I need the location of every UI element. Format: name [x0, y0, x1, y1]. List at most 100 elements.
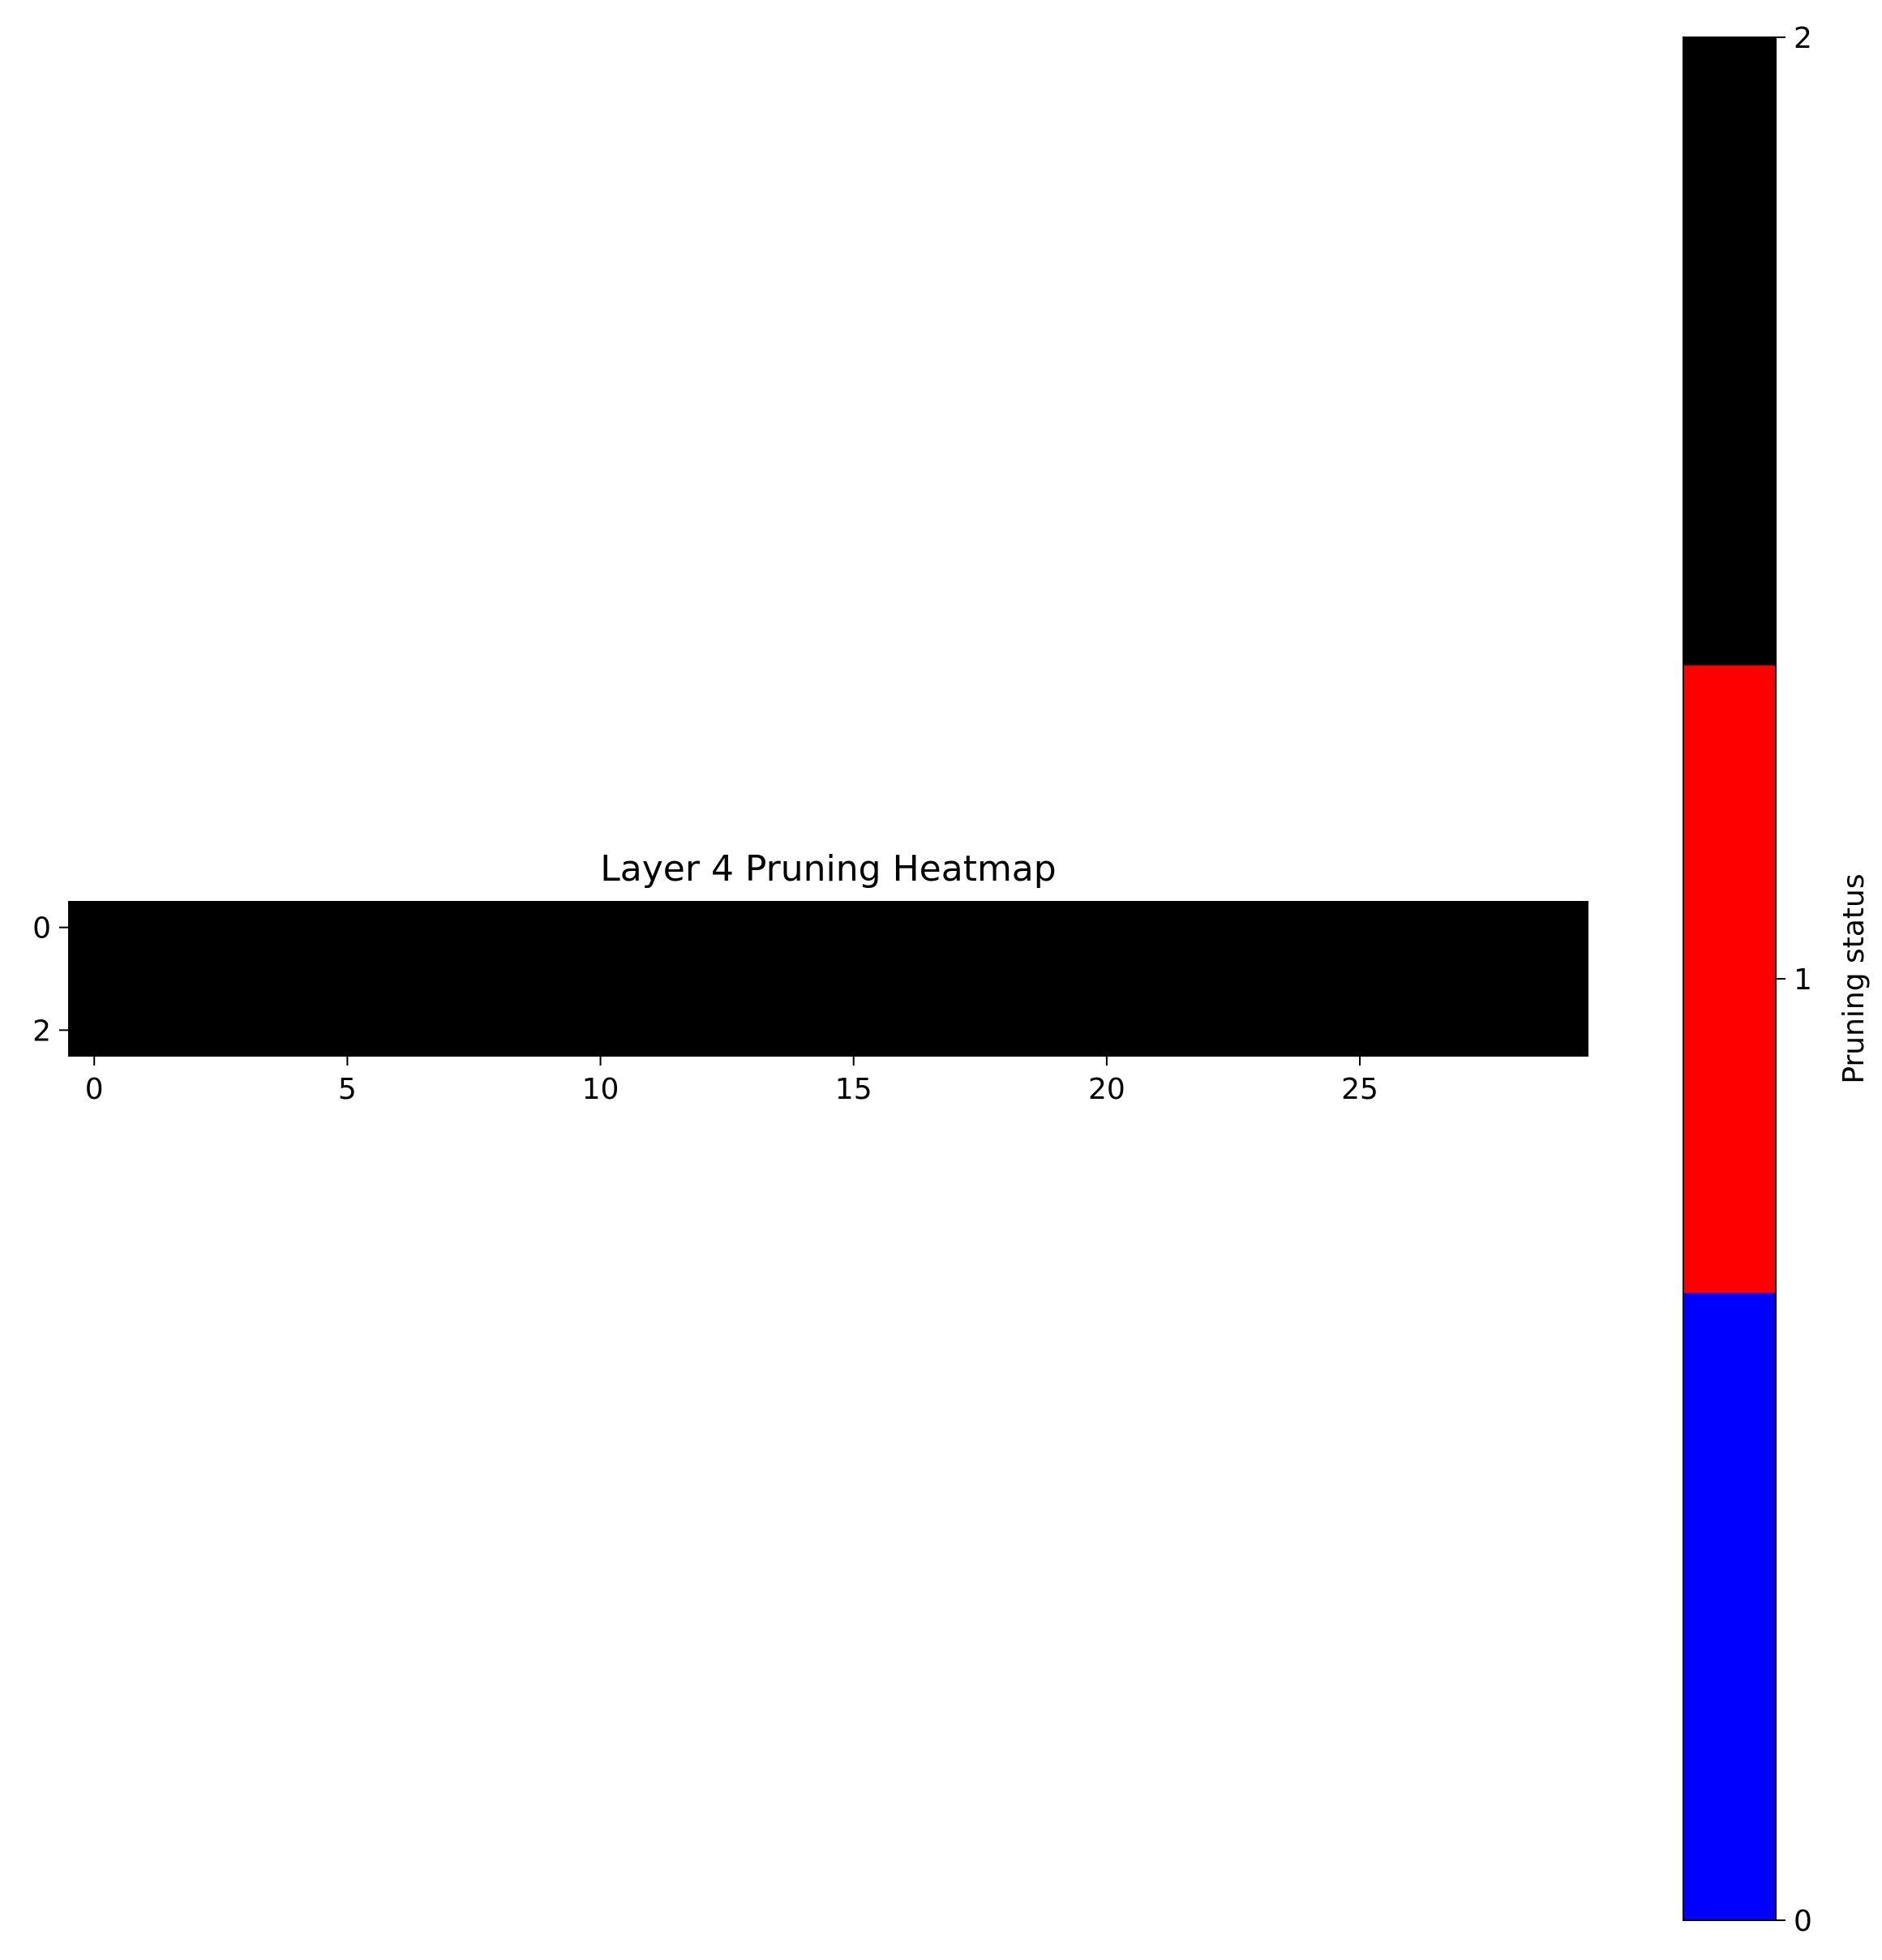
heatmap-cell: [1284, 1004, 1335, 1057]
heatmap-cell: [778, 1004, 830, 1057]
x-tick-label: 15: [835, 1073, 872, 1106]
heatmap-cell: [1132, 902, 1184, 954]
heatmap-cell: [1486, 902, 1538, 954]
heatmap-cell: [1284, 902, 1335, 954]
heatmap-cell: [1486, 953, 1538, 1006]
heatmap-cell: [474, 1004, 525, 1057]
heatmap-cell: [372, 1004, 424, 1057]
heatmap-cell: [1537, 1004, 1588, 1057]
heatmap-cell: [1334, 1004, 1386, 1057]
heatmap-cell: [372, 902, 424, 954]
heatmap-cell: [980, 953, 1031, 1006]
heatmap-cell: [625, 902, 677, 954]
heatmap-cell: [1031, 902, 1082, 954]
heatmap-cell: [1537, 902, 1588, 954]
heatmap-cell: [69, 902, 121, 954]
x-tick-label: 20: [1088, 1073, 1125, 1106]
heatmap-cell: [1233, 902, 1284, 954]
heatmap-cell: [524, 1004, 576, 1057]
heatmap-cell: [1233, 1004, 1284, 1057]
heatmap-cell: [69, 953, 121, 1006]
heatmap-cell: [676, 902, 728, 954]
x-tick-label: 0: [85, 1073, 104, 1106]
heatmap-cell: [271, 902, 323, 954]
colorbar-band: [1683, 1293, 1776, 1921]
heatmap-cell: [1284, 953, 1335, 1006]
colorbar-band: [1683, 665, 1776, 1293]
chart-title: Layer 4 Pruning Heatmap: [600, 848, 1056, 890]
heatmap-cell: [778, 902, 830, 954]
heatmap-cell: [929, 953, 981, 1006]
heatmap-cell: [676, 1004, 728, 1057]
heatmap-cell: [828, 953, 880, 1006]
heatmap-cell: [1486, 1004, 1538, 1057]
heatmap-cell: [423, 902, 475, 954]
heatmap-cell: [727, 1004, 778, 1057]
x-tick-label: 25: [1341, 1073, 1378, 1106]
heatmap-cell: [119, 902, 171, 954]
heatmap-cell: [929, 1004, 981, 1057]
colorbar-label: Pruning status: [1837, 873, 1871, 1083]
heatmap-cell: [119, 953, 171, 1006]
heatmap-cell: [423, 953, 475, 1006]
heatmap-cell: [524, 902, 576, 954]
heatmap-cell: [169, 1004, 221, 1057]
heatmap-cell: [1182, 953, 1234, 1006]
heatmap-cell: [575, 1004, 627, 1057]
heatmap-cell: [423, 1004, 475, 1057]
heatmap-cell: [828, 1004, 880, 1057]
heatmap-cell: [625, 1004, 677, 1057]
heatmap-cell: [778, 953, 830, 1006]
heatmap-cell: [169, 902, 221, 954]
heatmap-cell: [119, 1004, 171, 1057]
heatmap-cell: [1334, 953, 1386, 1006]
heatmap-cell: [1182, 1004, 1234, 1057]
heatmap-cell: [1031, 953, 1082, 1006]
heatmap-cell: [1081, 1004, 1133, 1057]
heatmap-cell: [322, 902, 374, 954]
heatmap-frame: [68, 901, 1588, 1057]
heatmap-cell: [625, 953, 677, 1006]
heatmap-cell: [474, 902, 525, 954]
heatmap-cell: [271, 953, 323, 1006]
heatmap-cell: [1385, 902, 1437, 954]
heatmap-cell: [929, 902, 981, 954]
heatmap-cell: [1182, 902, 1234, 954]
heatmap-cell: [575, 953, 627, 1006]
heatmap-cell: [169, 953, 221, 1006]
heatmap-cell: [1435, 1004, 1487, 1057]
heatmap-cell: [1031, 1004, 1082, 1057]
heatmap-cell: [980, 902, 1031, 954]
colorbar-tick-label: 0: [1794, 1905, 1812, 1938]
heatmap-cell: [1081, 902, 1133, 954]
heatmap-cell: [1233, 953, 1284, 1006]
heatmap-cell: [1132, 953, 1184, 1006]
heatmap-cell: [1537, 953, 1588, 1006]
heatmap-cell: [221, 1004, 272, 1057]
heatmap-cell: [727, 953, 778, 1006]
heatmap-cell: [878, 902, 930, 954]
heatmap-cell: [1132, 1004, 1184, 1057]
y-axis: 02: [32, 912, 69, 1048]
heatmap-cell: [1081, 953, 1133, 1006]
heatmap-cells: [69, 902, 1588, 1057]
colorbar-axis: 0 1 2: [1776, 22, 1812, 1938]
heatmap-cell: [980, 1004, 1031, 1057]
heatmap-cell: [271, 1004, 323, 1057]
heatmap-cell: [69, 1004, 121, 1057]
heatmap-cell: [828, 902, 880, 954]
heatmap-cell: [1385, 953, 1437, 1006]
heatmap-cell: [474, 953, 525, 1006]
heatmap-cell: [575, 902, 627, 954]
heatmap-cell: [221, 953, 272, 1006]
heatmap-cell: [676, 953, 728, 1006]
x-axis: 0 5 10 15 20 25: [85, 1056, 1378, 1106]
colorbar-band: [1683, 37, 1776, 666]
heatmap-cell: [524, 953, 576, 1006]
colorbar: [1683, 37, 1776, 1921]
heatmap-cell: [878, 1004, 930, 1057]
colorbar-tick-label: 2: [1794, 22, 1812, 55]
heatmap-cell: [1435, 902, 1487, 954]
